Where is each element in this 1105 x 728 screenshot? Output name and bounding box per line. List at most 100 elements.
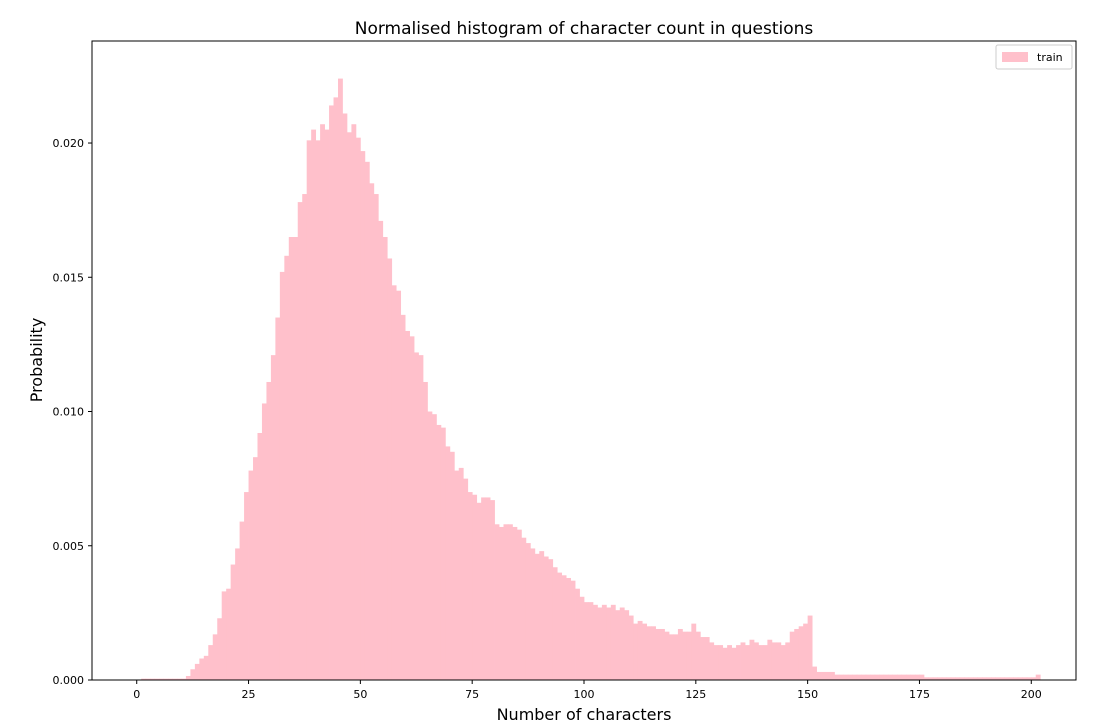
histogram-bar: [302, 194, 308, 681]
histogram-bar: [185, 675, 191, 680]
histogram-bar: [861, 674, 867, 680]
histogram-bar: [449, 451, 455, 680]
histogram-bar: [338, 78, 343, 681]
histogram-bar: [539, 551, 545, 680]
histogram-bar: [324, 129, 330, 681]
histogram-bar: [606, 607, 612, 680]
histogram-bar: [686, 631, 692, 680]
histogram-bar: [901, 674, 907, 680]
histogram-bar: [713, 645, 719, 680]
histogram-bar: [588, 602, 594, 680]
histogram-bar: [235, 548, 240, 680]
histogram-bar: [570, 580, 576, 680]
histogram-bar: [995, 677, 1001, 680]
histogram-bar: [910, 674, 916, 680]
histogram-bar: [311, 129, 317, 681]
histogram-bar: [244, 492, 249, 680]
histogram-bar: [758, 645, 764, 680]
histogram-bar: [825, 671, 831, 680]
histogram-bar: [436, 424, 442, 680]
histogram-bar: [883, 674, 889, 680]
histogram-bar: [999, 677, 1005, 680]
histogram-bar: [369, 183, 375, 681]
histogram-bar: [145, 678, 151, 680]
histogram-bar: [932, 677, 938, 680]
histogram-bar: [677, 628, 683, 680]
histogram-bar: [771, 642, 777, 680]
histogram-bar: [955, 677, 961, 680]
histogram-bar: [695, 631, 701, 680]
histogram-bar: [856, 674, 862, 680]
histogram-bar: [346, 132, 352, 681]
legend: train: [995, 44, 1073, 70]
y-tick-label: 0.015: [53, 271, 85, 284]
histogram-bar: [405, 330, 410, 680]
histogram-bar: [548, 559, 554, 680]
histogram-bar: [422, 381, 428, 680]
histogram-bar: [937, 677, 943, 680]
histogram-bar: [512, 526, 518, 680]
histogram-bar: [852, 674, 858, 680]
histogram-bar: [181, 678, 187, 680]
histogram-bar: [700, 637, 706, 680]
histogram-bar: [172, 678, 178, 680]
y-tick-label: 0.005: [53, 540, 85, 553]
histogram-bar: [1004, 677, 1010, 680]
histogram-bars: [141, 78, 1041, 681]
histogram-bar: [803, 623, 809, 680]
histogram-bar: [865, 674, 871, 680]
histogram-bar: [870, 674, 876, 680]
histogram-bar: [561, 575, 567, 680]
histogram-bar: [418, 355, 424, 680]
histogram-bar: [378, 220, 384, 680]
histogram-bar: [454, 470, 460, 680]
histogram-bar: [168, 678, 173, 680]
histogram-bar: [414, 352, 419, 680]
histogram-bar: [579, 596, 585, 680]
histogram-bar: [941, 677, 947, 680]
histogram-bar: [812, 666, 817, 680]
histogram-bar: [762, 645, 768, 680]
histogram-bar: [789, 631, 795, 680]
histogram-bar: [440, 427, 446, 680]
histogram-bar: [794, 628, 800, 680]
histogram-bar: [284, 255, 290, 681]
histogram-bar: [557, 572, 563, 680]
histogram-bar: [785, 642, 791, 680]
histogram-bar: [575, 588, 580, 680]
histogram-bar: [566, 577, 571, 680]
histogram-bar: [584, 602, 589, 680]
histogram-bar: [530, 548, 536, 680]
histogram-bar: [821, 671, 826, 680]
histogram-bar: [266, 381, 272, 680]
histogram-bar: [221, 591, 227, 680]
histogram-bar: [776, 642, 782, 680]
y-axis-label: Probability: [27, 318, 46, 403]
histogram-bar: [364, 161, 370, 680]
histogram-bar: [843, 674, 849, 680]
histogram-bar: [190, 669, 196, 680]
histogram-bar: [731, 647, 737, 680]
chart-title: Normalised histogram of character count …: [355, 19, 814, 39]
histogram-bar: [445, 446, 451, 680]
histogram-bar: [651, 626, 656, 680]
histogram-bar: [1031, 677, 1037, 680]
legend-label-train: train: [1037, 51, 1063, 64]
x-tick-label: 50: [353, 688, 367, 701]
histogram-bar: [847, 674, 853, 680]
histogram-bar: [709, 642, 715, 680]
x-tick-label: 175: [909, 688, 930, 701]
histogram-bar: [226, 588, 232, 680]
histogram-bar: [163, 678, 169, 680]
histogram-bar: [199, 658, 205, 680]
histogram-bar: [257, 432, 263, 680]
histogram-bar: [950, 677, 956, 680]
histogram-bar: [655, 628, 661, 680]
histogram-bar: [208, 645, 214, 680]
histogram-bar: [727, 645, 732, 680]
histogram-bar: [396, 290, 402, 680]
histogram-bar: [767, 639, 773, 680]
x-tick-label: 100: [574, 688, 595, 701]
histogram-bar: [736, 645, 741, 680]
histogram-bar: [212, 634, 218, 680]
